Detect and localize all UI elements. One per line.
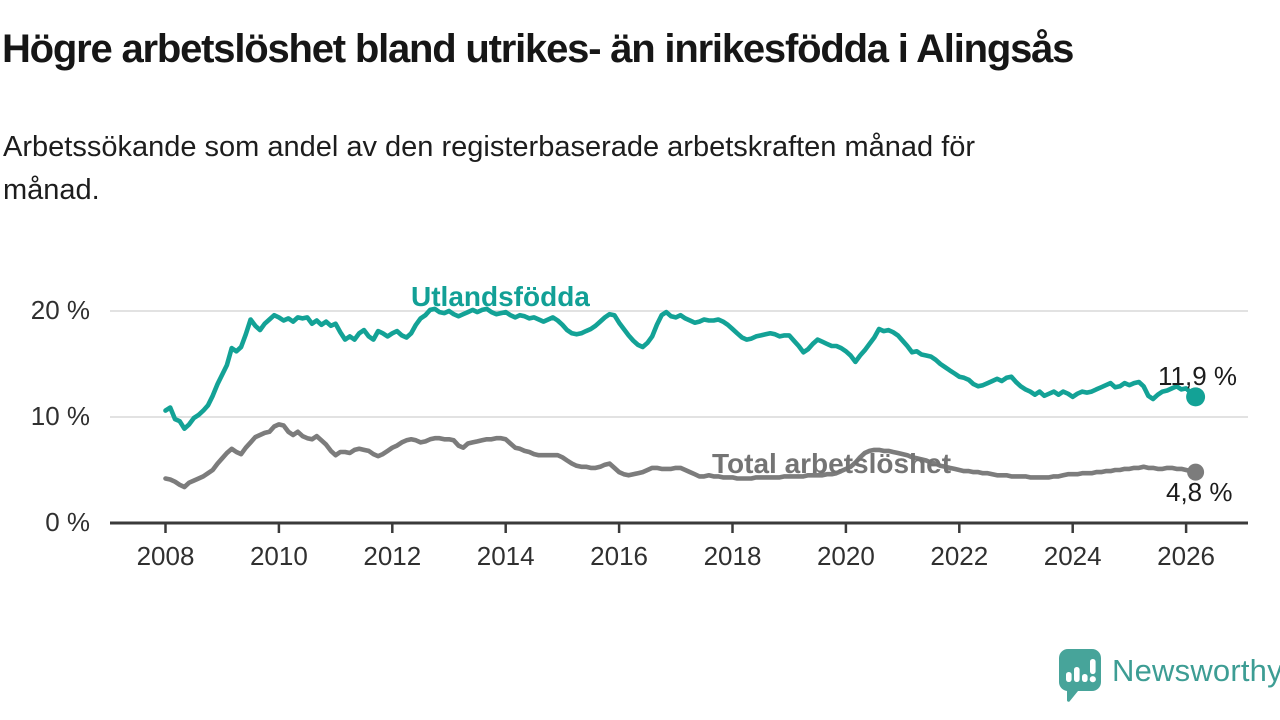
y-axis-label-20: 20 % <box>30 295 90 325</box>
newsworthy-logo-icon <box>1058 649 1101 702</box>
x-axis-label-2018: 2018 <box>703 541 762 571</box>
x-axis-label-2020: 2020 <box>816 541 875 571</box>
exclamation-dot <box>1089 676 1096 683</box>
x-axis-label-2026: 2026 <box>1157 541 1216 571</box>
bar-chart-bar-2 <box>1074 667 1080 682</box>
x-axis-label-2008: 2008 <box>136 541 195 571</box>
x-axis-label-2012: 2012 <box>363 541 422 571</box>
newsworthy-logo: Newsworthy <box>1055 647 1280 703</box>
bar-chart-bar-3 <box>1082 674 1088 682</box>
gridlines <box>110 310 1248 418</box>
newsworthy-wordmark: Newsworthy <box>1112 653 1280 688</box>
x-axis-label-2014: 2014 <box>476 541 535 571</box>
subtitle-line-1: Arbetssökande som andel av den registerb… <box>3 131 976 163</box>
series-label-utlandsfodda: Utlandsfödda <box>411 281 590 312</box>
y-axis-label-0: 0 % <box>45 507 90 537</box>
x-axis-tick-marks <box>164 523 1188 533</box>
series-line-utlandsfodda <box>163 306 1198 432</box>
exclamation-stem <box>1090 659 1096 674</box>
x-axis-label-2010: 2010 <box>249 541 308 571</box>
x-axis-label-2022: 2022 <box>930 541 989 571</box>
page-title: Högre arbetslöshet bland utrikes- än inr… <box>2 27 1074 71</box>
chart-subtitle: Arbetssökande som andel av den registerb… <box>3 126 1203 212</box>
series-endpoint-dot-total <box>1187 463 1205 481</box>
series-line-total-arbetsloshet <box>163 422 1198 490</box>
x-axis-label-2024: 2024 <box>1043 541 1102 571</box>
series-endpoint-dot-utlandsfodda <box>1186 387 1206 407</box>
end-value-label-total: 4,8 % <box>1166 477 1233 507</box>
x-axis-label-2016: 2016 <box>590 541 649 571</box>
end-value-label-utlandsfodda: 11,9 % <box>1158 361 1238 391</box>
bar-chart-bar-1 <box>1066 672 1072 682</box>
y-axis-label-10: 10 % <box>30 401 90 431</box>
series-label-total-arbetsloshet: Total arbetslöshet <box>712 448 952 479</box>
subtitle-line-2: månad. <box>3 174 100 206</box>
speech-bubble-shape <box>1058 649 1101 702</box>
